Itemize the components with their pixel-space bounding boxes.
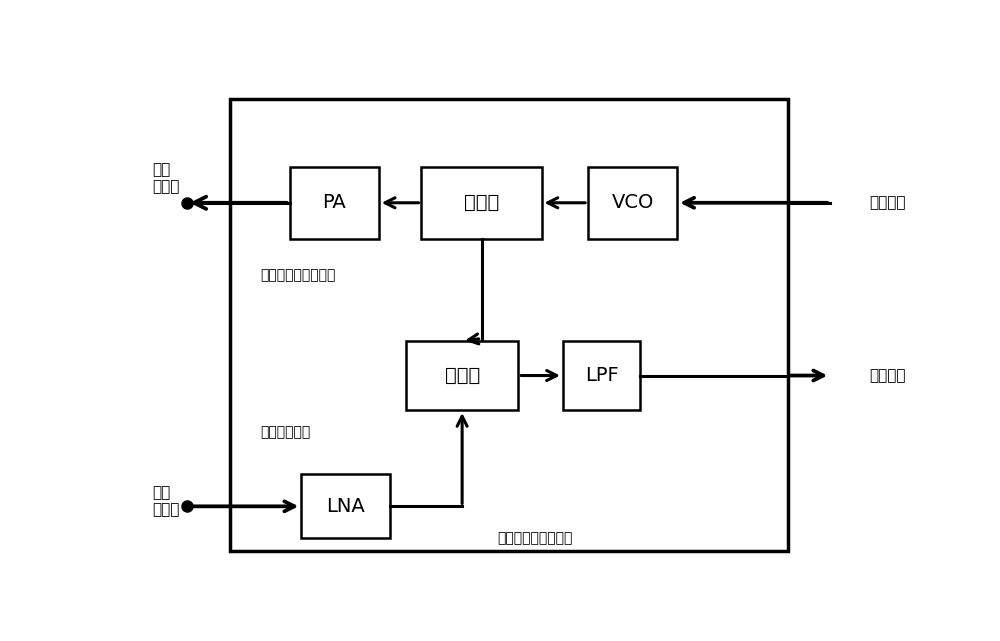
- Bar: [301, 474, 390, 538]
- Text: 发射
馈源口: 发射 馈源口: [152, 162, 180, 194]
- Text: 相关处理电路: 相关处理电路: [261, 426, 311, 440]
- Text: 控制信号: 控制信号: [869, 196, 906, 210]
- Bar: [245, 299, 772, 445]
- Text: 接收
馈源口: 接收 馈源口: [152, 485, 180, 517]
- Bar: [230, 99, 788, 551]
- Text: 功分器: 功分器: [464, 194, 499, 212]
- Bar: [290, 167, 379, 238]
- Bar: [406, 341, 518, 410]
- Bar: [588, 167, 677, 238]
- Text: VCO: VCO: [611, 194, 654, 212]
- Text: 毫米波发射前端电路: 毫米波发射前端电路: [261, 268, 336, 282]
- Bar: [563, 341, 640, 410]
- Bar: [421, 167, 542, 238]
- Text: 乘法器: 乘法器: [444, 366, 480, 385]
- Bar: [245, 112, 772, 287]
- Text: LPF: LPF: [585, 366, 618, 385]
- Text: 中频信号: 中频信号: [869, 368, 906, 383]
- Bar: [245, 452, 772, 548]
- Text: PA: PA: [322, 194, 346, 212]
- Text: 毫米波接收前端电路: 毫米波接收前端电路: [497, 531, 572, 545]
- Text: LNA: LNA: [326, 497, 365, 516]
